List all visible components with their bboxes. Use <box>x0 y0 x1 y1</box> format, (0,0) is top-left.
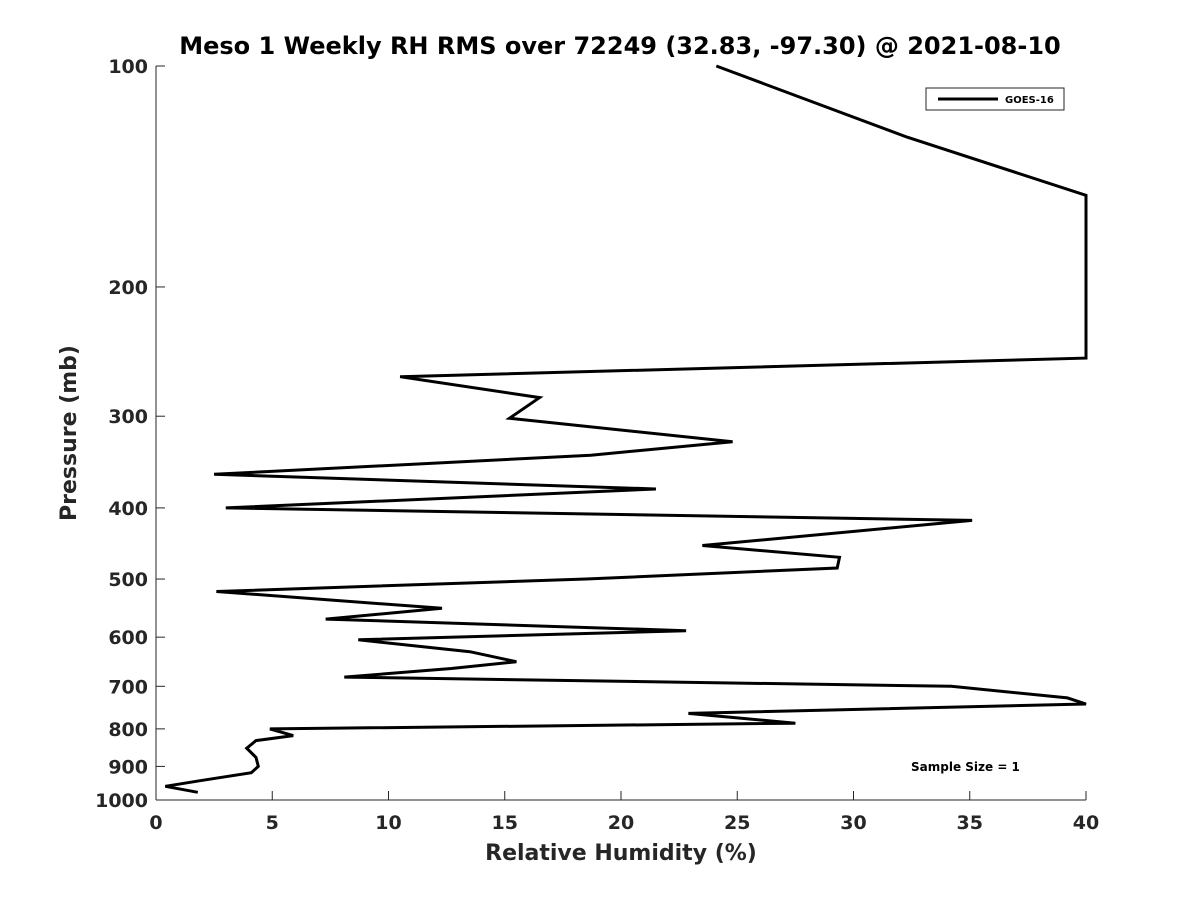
legend: GOES-16 <box>925 87 1065 111</box>
plot-area <box>155 66 1086 801</box>
y-tick-label: 400 <box>108 498 148 520</box>
x-tick-label: 25 <box>724 812 750 834</box>
y-tick-label: 300 <box>108 406 148 428</box>
sample-size-annotation: Sample Size = 1 <box>911 760 1020 774</box>
x-tick-label: 20 <box>608 812 634 834</box>
y-axis-label: Pressure (mb) <box>57 345 82 521</box>
x-tick-label: 35 <box>957 812 983 834</box>
chart-title: Meso 1 Weekly RH RMS over 72249 (32.83, … <box>179 32 1061 60</box>
series-line-goes16 <box>165 64 1088 794</box>
x-tick-label: 40 <box>1073 812 1099 834</box>
x-tick-label: 5 <box>266 812 279 834</box>
y-tick-label: 900 <box>108 756 148 778</box>
y-tick-label: 700 <box>108 676 148 698</box>
x-tick-label: 15 <box>492 812 518 834</box>
y-tick-label: 800 <box>108 719 148 741</box>
y-tick-label: 600 <box>108 627 148 649</box>
y-tick-label: 1000 <box>95 790 148 812</box>
y-tick-label: 200 <box>108 277 148 299</box>
x-tick-label: 0 <box>149 812 162 834</box>
x-ticks: 0 5 10 15 20 25 30 35 40 <box>149 791 1099 834</box>
x-tick-label: 10 <box>375 812 401 834</box>
x-axis-label: Relative Humidity (%) <box>485 841 757 866</box>
x-tick-label: 30 <box>840 812 866 834</box>
y-ticks: 100 200 300 400 500 600 700 800 900 1000 <box>95 56 165 812</box>
legend-label: GOES-16 <box>1005 95 1054 106</box>
y-tick-label: 500 <box>108 569 148 591</box>
y-tick-label: 100 <box>108 56 148 78</box>
